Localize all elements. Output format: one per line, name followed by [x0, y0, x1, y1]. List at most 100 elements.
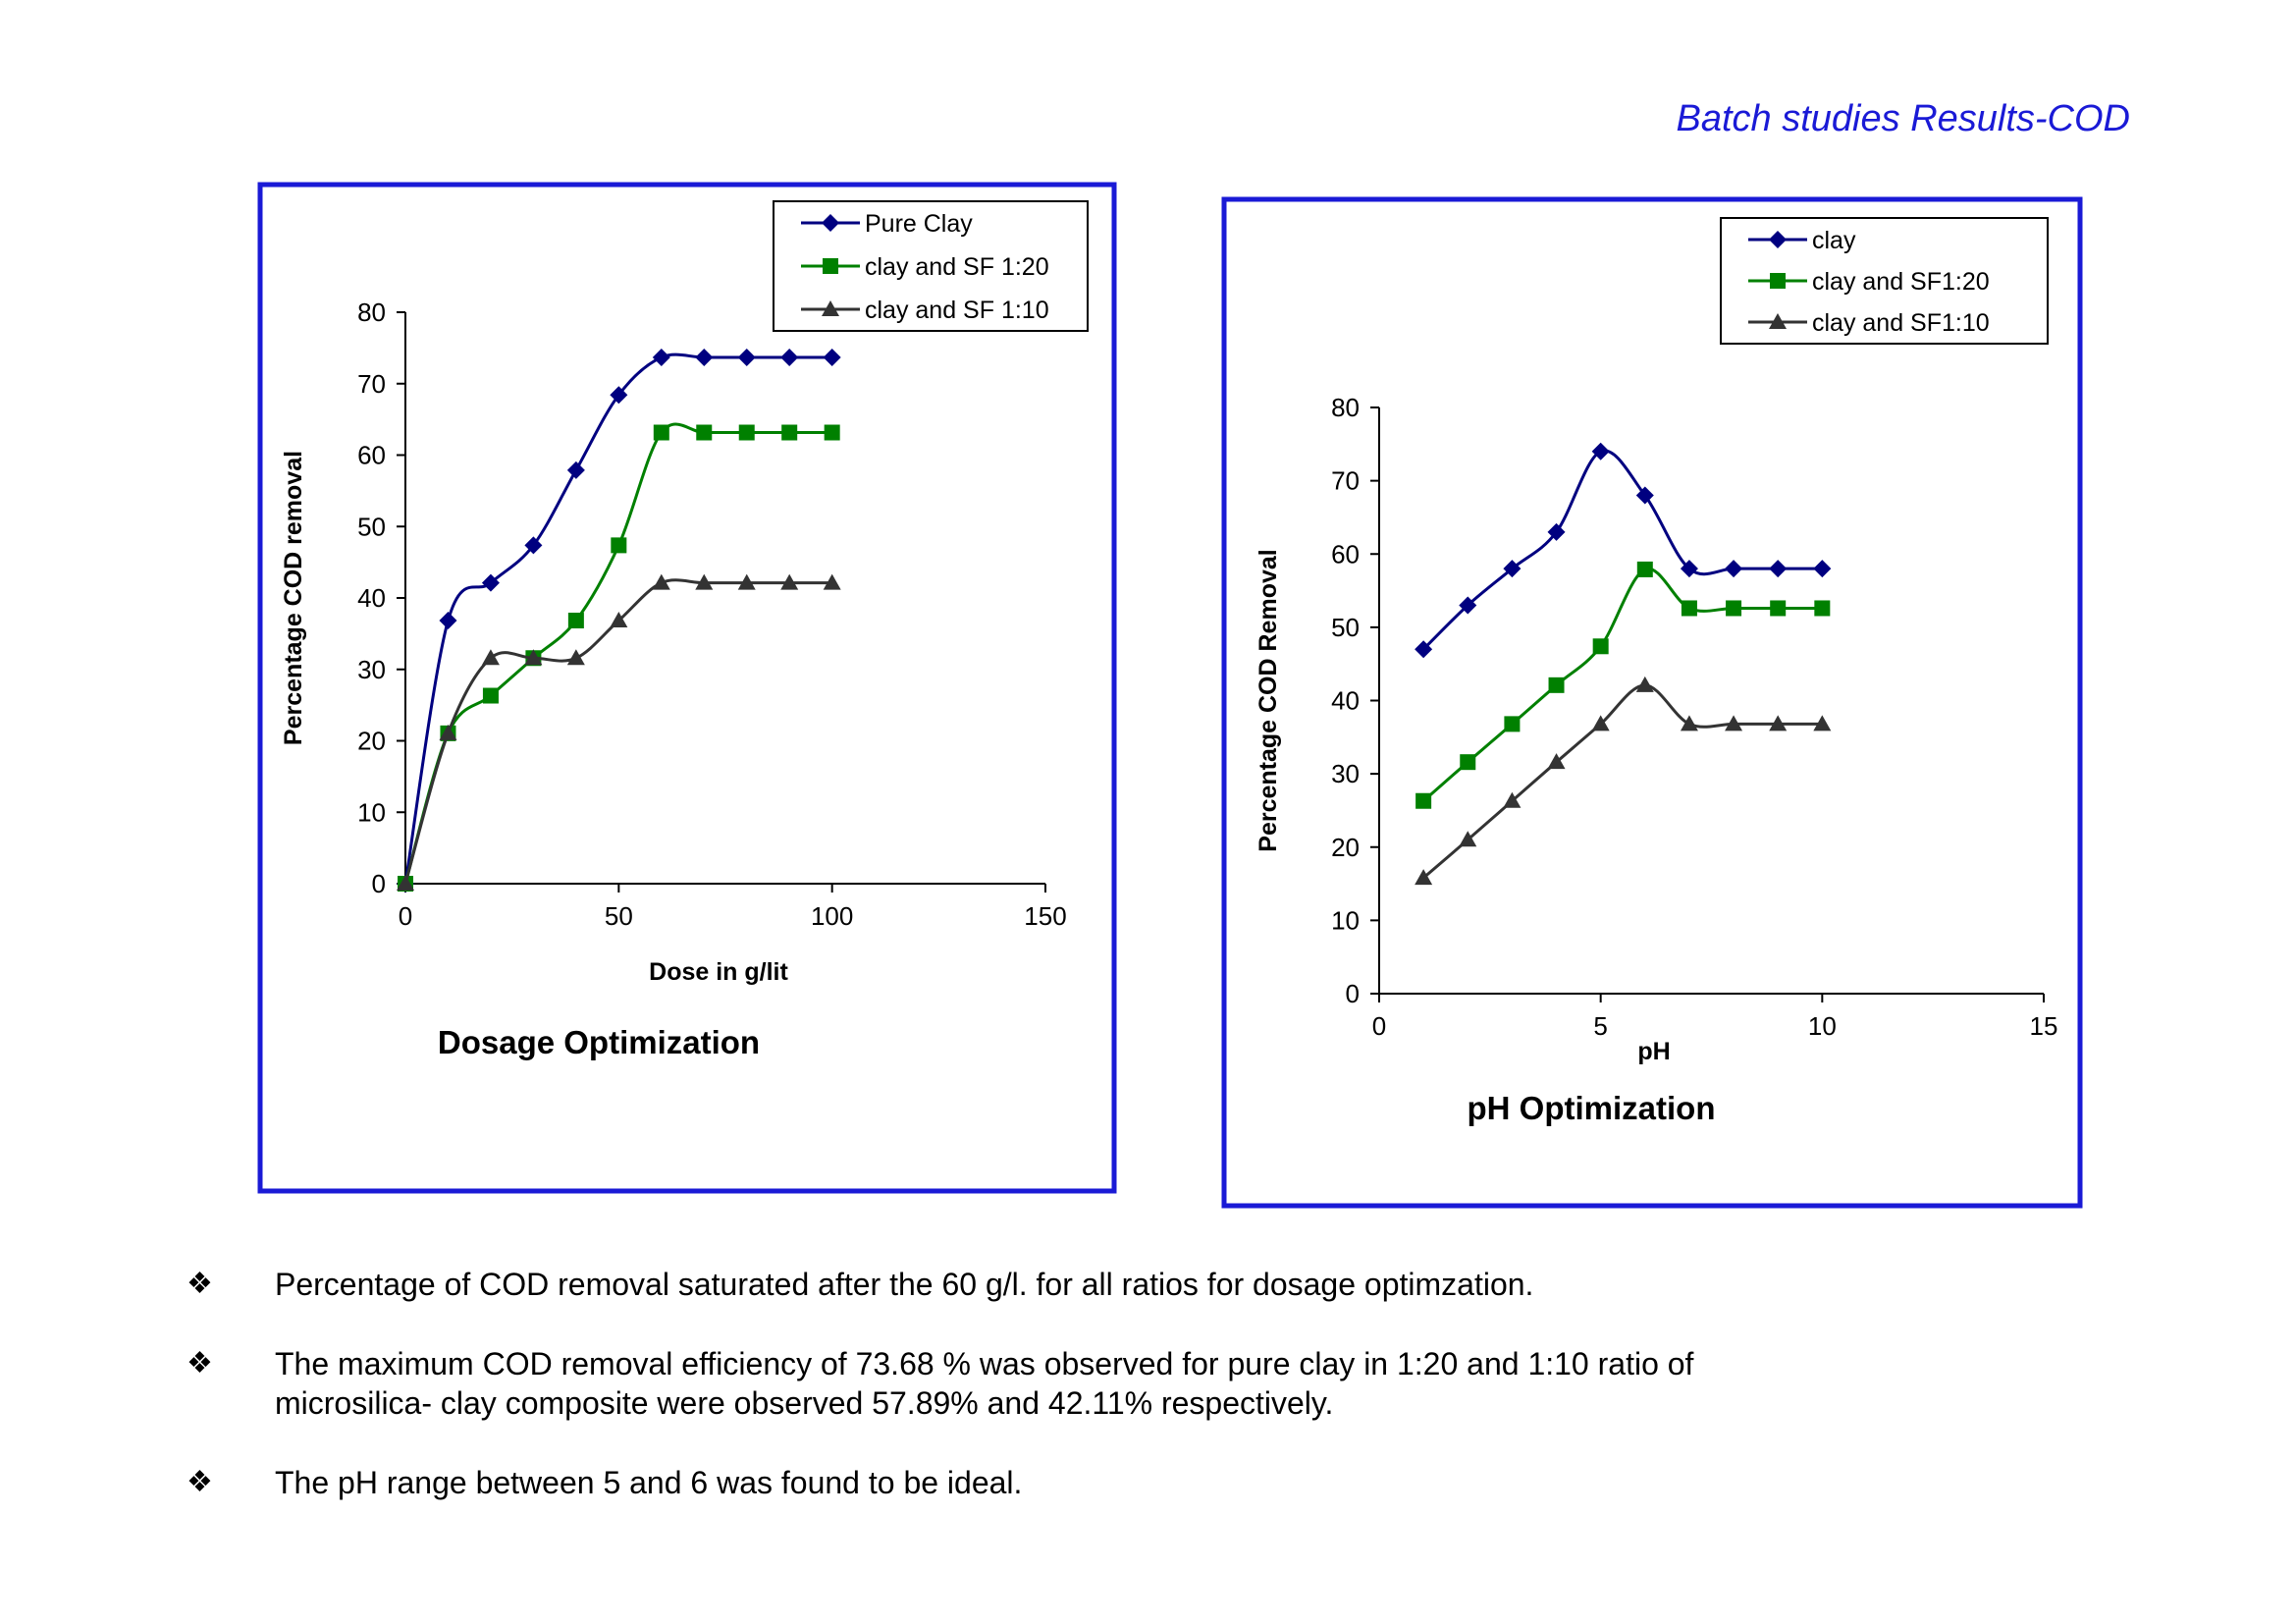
data-point — [780, 348, 799, 366]
data-point — [566, 460, 585, 479]
data-point — [824, 424, 840, 441]
bullet-item: ❖ The pH range between 5 and 6 was found… — [187, 1463, 2052, 1502]
legend-swatch-marker — [1770, 273, 1786, 289]
data-point — [1636, 561, 1653, 577]
data-point — [652, 348, 670, 366]
data-point — [1770, 600, 1787, 617]
data-point — [567, 612, 584, 628]
data-point — [1415, 869, 1433, 886]
data-point — [737, 573, 756, 590]
y-tick-label: 20 — [357, 727, 386, 756]
four-diamond-bullet-icon: ❖ — [187, 1268, 213, 1300]
data-point — [653, 424, 669, 441]
series-line — [1422, 683, 1823, 880]
legend-swatch-marker — [822, 214, 839, 232]
data-point — [610, 386, 628, 405]
data-point — [1680, 715, 1698, 731]
data-point — [1680, 560, 1698, 578]
y-tick-label: 70 — [1331, 466, 1360, 496]
series-line — [1422, 449, 1823, 651]
bullet-item: ❖ The maximum COD removal efficiency of … — [187, 1344, 2052, 1423]
y-tick-label: 60 — [357, 441, 386, 470]
y-tick-label: 0 — [372, 869, 386, 898]
y-tick-label: 30 — [1331, 759, 1360, 788]
four-diamond-bullet-icon: ❖ — [187, 1347, 213, 1380]
page-title: Batch studies Results-COD — [1676, 98, 2131, 139]
x-tick-label: 100 — [811, 901, 853, 931]
data-point — [524, 536, 543, 555]
y-tick-label: 20 — [1331, 833, 1360, 862]
y-tick-label: 50 — [357, 512, 386, 541]
bullet-item: ❖ Percentage of COD removal saturated af… — [187, 1265, 2052, 1304]
data-point — [1591, 715, 1610, 731]
data-point — [524, 649, 543, 666]
data-point — [780, 573, 799, 590]
data-point — [1813, 560, 1832, 578]
series-line — [403, 422, 832, 885]
data-point — [696, 424, 713, 441]
bullet-text: The maximum COD removal efficiency of 73… — [275, 1346, 1694, 1421]
y-tick-label: 80 — [1331, 393, 1360, 422]
bullet-text: The pH range between 5 and 6 was found t… — [275, 1465, 1023, 1500]
y-axis-label: Percentage COD Removal — [1255, 549, 1282, 851]
data-point — [1769, 715, 1788, 731]
chart-frame — [1221, 196, 2083, 1209]
y-tick-label: 60 — [1331, 539, 1360, 568]
legend-label: clay and SF1:10 — [1812, 309, 1990, 337]
legend-swatch-marker — [823, 258, 838, 274]
chart-frame — [257, 182, 1117, 1194]
y-tick-label: 40 — [357, 583, 386, 613]
legend-label: clay and SF 1:20 — [865, 253, 1049, 281]
data-point — [397, 875, 414, 891]
x-tick-label: 0 — [399, 901, 412, 931]
data-point — [1459, 831, 1477, 847]
data-point — [1681, 600, 1697, 617]
four-diamond-bullet-icon: ❖ — [187, 1466, 213, 1498]
data-point — [1813, 715, 1832, 731]
data-point — [1459, 596, 1477, 615]
series-line — [403, 578, 832, 885]
x-axis-label: pH — [1637, 1038, 1670, 1065]
x-axis-label: Dose in g/lit — [649, 958, 788, 986]
legend-label: Pure Clay — [865, 210, 973, 238]
x-tick-label: 10 — [1808, 1011, 1837, 1041]
data-point — [482, 687, 499, 704]
data-point — [566, 649, 585, 666]
data-point — [439, 724, 457, 740]
data-point — [1460, 754, 1476, 771]
data-point — [610, 611, 628, 627]
x-tick-label: 0 — [1372, 1011, 1386, 1041]
data-point — [781, 424, 798, 441]
data-point — [823, 348, 841, 366]
y-tick-label: 80 — [357, 298, 386, 327]
data-point — [823, 573, 841, 590]
chart-title: Dosage Optimization — [438, 1024, 760, 1060]
dosage-chart: 0 10 20 30 40 50 60 70 80 0 50 100 150 Dose in g/lit P… — [257, 182, 1117, 1194]
y-tick-label: 0 — [1346, 979, 1360, 1008]
legend-label: clay — [1812, 227, 1856, 254]
bullet-list: ❖ Percentage of COD removal saturated af… — [187, 1265, 2052, 1543]
data-point — [1591, 442, 1610, 460]
data-point — [439, 611, 457, 629]
data-point — [1592, 638, 1609, 655]
data-point — [481, 573, 500, 592]
data-point — [695, 573, 714, 590]
data-point — [1769, 560, 1788, 578]
series-line — [1422, 567, 1823, 802]
data-point — [652, 573, 670, 590]
data-point — [1547, 522, 1566, 541]
data-point — [1503, 791, 1522, 808]
data-point — [1725, 560, 1743, 578]
y-tick-label: 50 — [1331, 613, 1360, 642]
data-point — [611, 537, 627, 554]
chart-title: pH Optimization — [1468, 1090, 1716, 1126]
data-point — [1725, 715, 1743, 731]
legend-label: clay and SF 1:10 — [865, 297, 1049, 324]
data-point — [737, 348, 756, 366]
data-point — [695, 348, 714, 366]
data-point — [1503, 560, 1522, 578]
legend-swatch-marker — [1769, 231, 1787, 248]
x-tick-label: 50 — [605, 901, 633, 931]
y-tick-label: 70 — [357, 369, 386, 399]
